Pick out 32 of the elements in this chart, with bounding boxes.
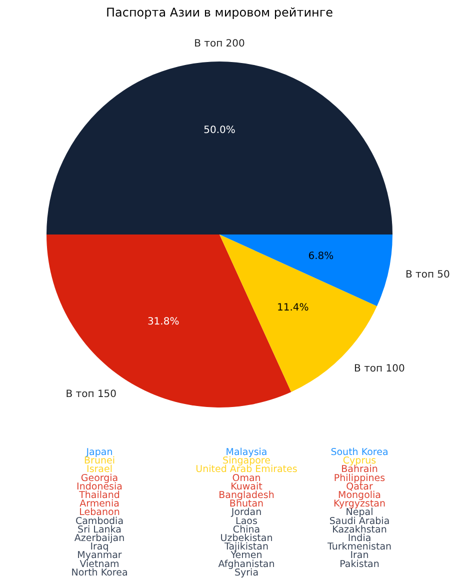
text: Syria [234, 567, 259, 578]
data-label: 6.8% [308, 251, 334, 262]
text: Mongolia [338, 490, 381, 501]
text: Bangladesh [218, 490, 274, 501]
chart-title: Паспорта Азии в мировом рейтинге [106, 6, 334, 20]
text: Azerbaijan [74, 533, 125, 544]
text: Japan [85, 447, 113, 458]
text: Philippines [334, 472, 386, 484]
text: Kyrgyzstan [333, 498, 386, 510]
text: Myanmar [77, 550, 122, 562]
text: Afghanistan [218, 558, 275, 570]
slice-label: В топ 200 [194, 38, 245, 50]
text: Tajikistan [224, 542, 269, 553]
slice-label: В топ 100 [354, 364, 405, 375]
text: Nepal [346, 507, 374, 518]
text: Singapore [222, 456, 271, 467]
text: Israel [86, 464, 112, 476]
data-label: 50.0% [204, 125, 236, 136]
text: India [348, 533, 372, 544]
text: Jordan [230, 507, 262, 518]
text: Georgia [80, 472, 118, 484]
text: Qatar [346, 481, 373, 492]
text: Pakistan [340, 558, 380, 570]
data-label: 11.4% [277, 302, 309, 314]
text: South Korea [330, 447, 388, 458]
text: Malaysia [226, 447, 268, 458]
data-label: 31.8% [147, 316, 180, 328]
slice-label: В топ 50 [405, 269, 450, 280]
text: United Arab Emirates [196, 464, 298, 476]
slice-label: В топ 150 [66, 389, 117, 400]
text: North Korea [71, 567, 128, 578]
text: Iraq [90, 542, 109, 553]
